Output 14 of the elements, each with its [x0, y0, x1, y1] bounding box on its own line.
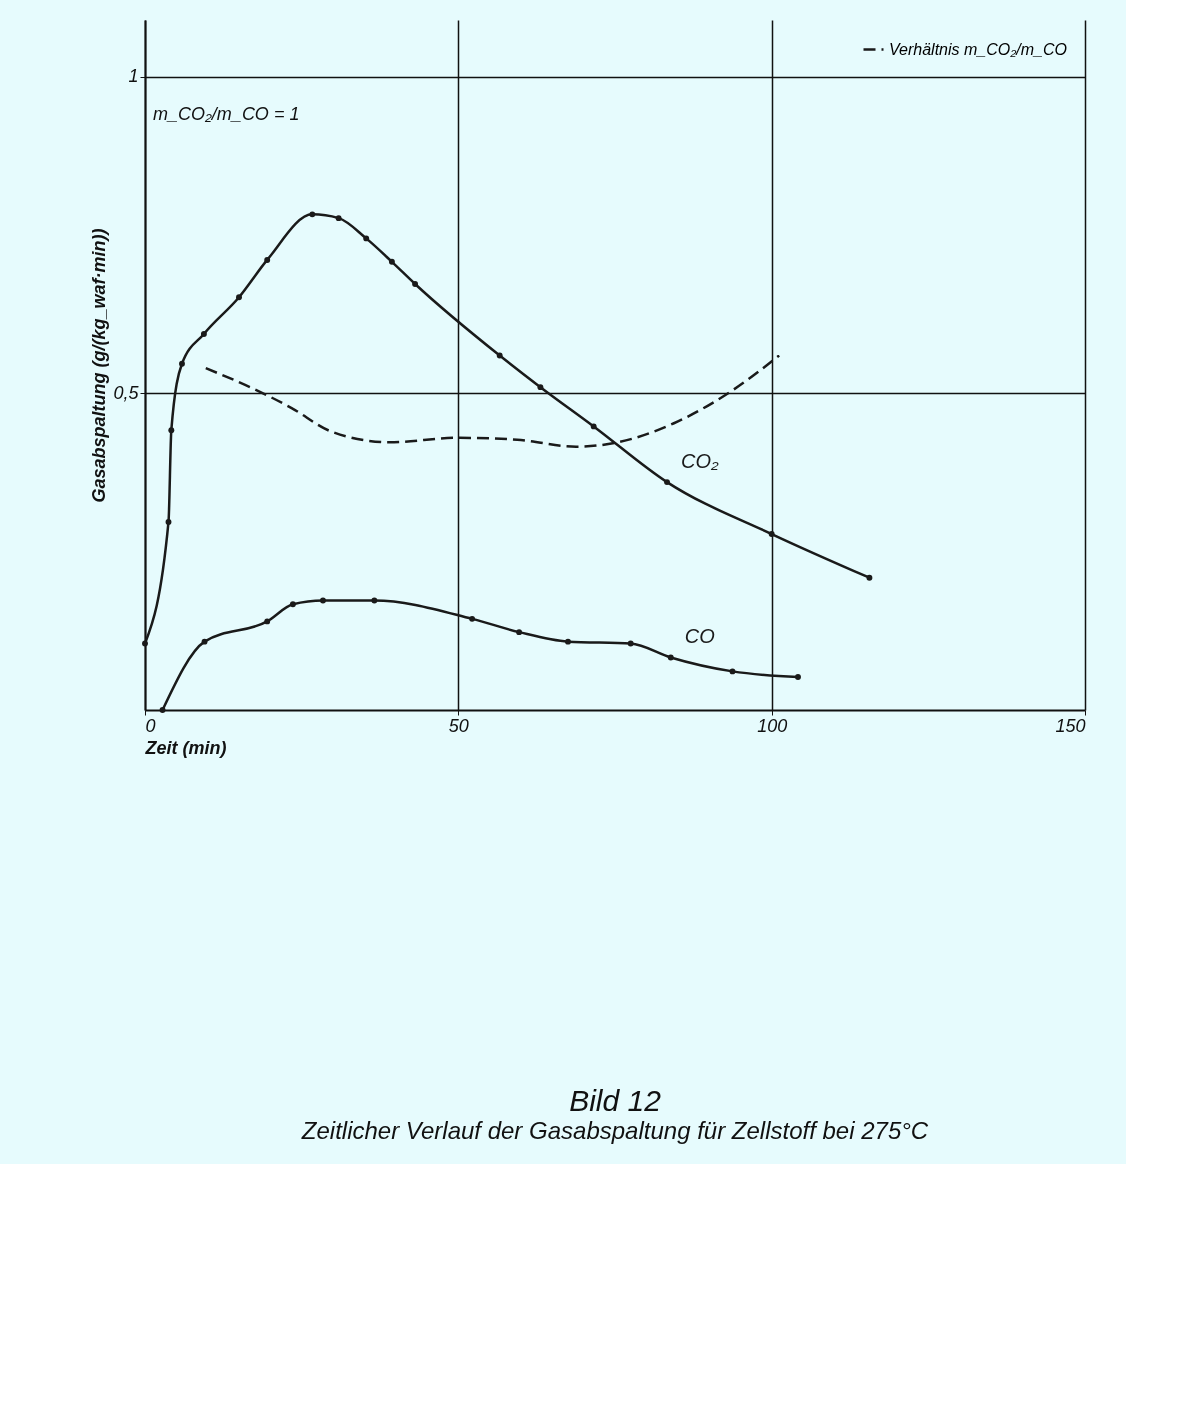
- text: Bild 12: [569, 1084, 662, 1117]
- legend-label: Verhältnis m_CO₂/m_CO: [889, 40, 1067, 58]
- y-axis-title: Gasabspaltung (g/(kg_waf·min)): [89, 228, 110, 503]
- series-label: CO₂: [681, 450, 720, 473]
- x-tick-label: 50: [448, 715, 469, 736]
- text: Zeitlicher Verlauf der Gasabspaltung für Zellstoff bei 275°C: [300, 1117, 929, 1144]
- y-tick-label: 1: [128, 66, 139, 87]
- x-tick-label: 150: [1055, 715, 1086, 736]
- series-label: CO: [684, 625, 715, 648]
- x-axis-title: Zeit (min): [144, 737, 227, 758]
- annotation: m_CO₂/m_CO = 1: [153, 104, 300, 124]
- y-tick-label: 0,5: [113, 382, 140, 403]
- x-tick-label: 0: [145, 715, 156, 736]
- x-tick-label: 100: [757, 715, 788, 736]
